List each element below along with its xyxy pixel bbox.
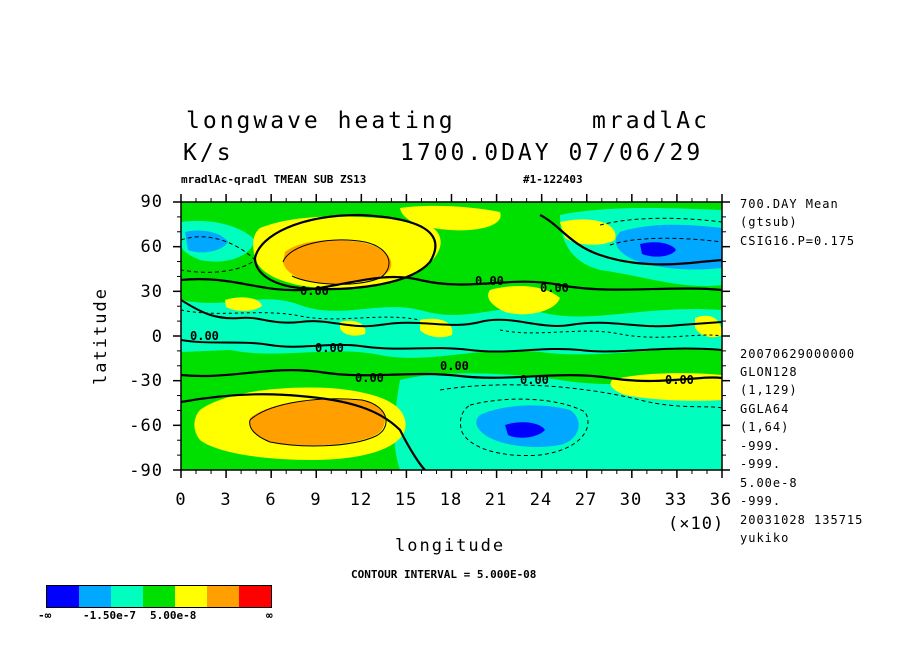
colorbar-swatch-2 xyxy=(111,586,143,607)
side-info-8: -999. xyxy=(740,439,782,453)
colorbar-label-2: 5.00e-8 xyxy=(150,609,197,622)
xtick-label: 33 xyxy=(664,490,688,510)
xtick-label: 12 xyxy=(349,490,373,510)
xtick-label: 9 xyxy=(310,490,322,510)
xtick-label: 6 xyxy=(265,490,277,510)
colorbar-swatch-3 xyxy=(143,586,175,607)
ytick-label: -90 xyxy=(129,461,163,481)
fill-orange-north xyxy=(283,240,392,284)
fill-yellow-north-east xyxy=(560,219,616,245)
side-info-6: GGLA64 xyxy=(740,402,790,416)
subtitle-left: mradlAc-qradl TMEAN SUB ZS13 xyxy=(181,173,367,186)
fill-yellow-north-center xyxy=(400,205,501,231)
side-info-4: GLON128 xyxy=(740,365,798,379)
xtick-label: 0 xyxy=(175,490,187,510)
xtick-label: 18 xyxy=(439,490,463,510)
fill-blue-south xyxy=(505,422,545,438)
side-info-10: 5.00e-8 xyxy=(740,476,798,490)
colorbar-swatch-1 xyxy=(79,586,111,607)
contour-label-6: 0.00 xyxy=(440,359,469,373)
ytick-label: 30 xyxy=(140,282,163,302)
filled-contours xyxy=(181,202,722,470)
fill-blue-ne xyxy=(640,242,676,257)
xtick-label: 3 xyxy=(220,490,232,510)
side-info-1: (gtsub) xyxy=(740,215,798,229)
xtick-label: 27 xyxy=(574,490,598,510)
fill-yellow-30n-west xyxy=(225,297,262,311)
fill-orange-south xyxy=(249,398,385,446)
time-label: 1700.0DAY 07/06/29 xyxy=(400,140,704,166)
side-info-9: -999. xyxy=(740,457,782,471)
contour-label-7: 0.00 xyxy=(520,373,549,387)
side-info-7: (1,64) xyxy=(740,420,790,434)
fill-yellow-30n xyxy=(488,286,560,315)
contour-label-1: 0.00 xyxy=(475,274,504,288)
ytick-label: 0 xyxy=(151,327,163,347)
subtitle-right: #1-122403 xyxy=(523,173,583,186)
colorbar xyxy=(46,585,272,608)
side-info-3: 20070629000000 xyxy=(740,347,856,361)
ytick-label: -60 xyxy=(129,416,163,436)
side-info-11: -999. xyxy=(740,494,782,508)
chart-title: longwave heating xyxy=(186,108,456,134)
ytick-label: -30 xyxy=(129,371,163,391)
side-info-12: 20031028 135715 xyxy=(740,513,864,527)
ytick-label: 90 xyxy=(140,192,163,212)
colorbar-label-neg-inf: -∞ xyxy=(38,609,52,622)
contour-label-2: 0.00 xyxy=(540,281,569,295)
xtick-label: 24 xyxy=(529,490,553,510)
contour-lines xyxy=(181,213,722,470)
contour-interval: CONTOUR INTERVAL = 5.000E-08 xyxy=(351,568,537,581)
side-info-0: 700.DAY Mean xyxy=(740,197,839,211)
colorbar-label-inf: ∞ xyxy=(266,609,273,622)
colorbar-swatch-5 xyxy=(207,586,239,607)
units-label: K/s xyxy=(183,140,234,166)
fill-lightblue-nw xyxy=(185,230,228,253)
contour-label-group: 0.00 0.00 0.00 0.00 0.00 0.00 0.00 0.00 … xyxy=(190,274,694,387)
colorbar-swatch-4 xyxy=(175,586,207,607)
colorbar-swatch-6 xyxy=(239,586,271,607)
dataset-name: mradlAc xyxy=(592,108,710,134)
x-axis-label: longitude xyxy=(395,536,506,556)
xtick-label: 21 xyxy=(484,490,508,510)
side-info-13: yukiko xyxy=(740,531,790,545)
xtick-label: 15 xyxy=(394,490,418,510)
contour-label-3: 0.00 xyxy=(190,329,219,343)
ytick-label: 60 xyxy=(140,237,163,257)
y-axis-label: latitude xyxy=(90,287,111,385)
contour-label-8: 0.00 xyxy=(665,373,694,387)
colorbar-swatch-0 xyxy=(47,586,79,607)
fill-yellow-eq-3 xyxy=(695,315,722,338)
contour-label-0: 0.00 xyxy=(300,284,329,298)
colorbar-label-1: -1.50e-7 xyxy=(83,609,136,622)
contour-label-5: 0.00 xyxy=(355,371,384,385)
axis-ticks xyxy=(173,194,730,478)
x-multiplier: (×10) xyxy=(668,514,725,534)
contour-label-4: 0.00 xyxy=(315,341,344,355)
side-info-2: CSIG16.P=0.175 xyxy=(740,234,856,248)
xtick-label: 36 xyxy=(709,490,733,510)
xtick-label: 30 xyxy=(619,490,643,510)
side-info-5: (1,129) xyxy=(740,383,798,397)
